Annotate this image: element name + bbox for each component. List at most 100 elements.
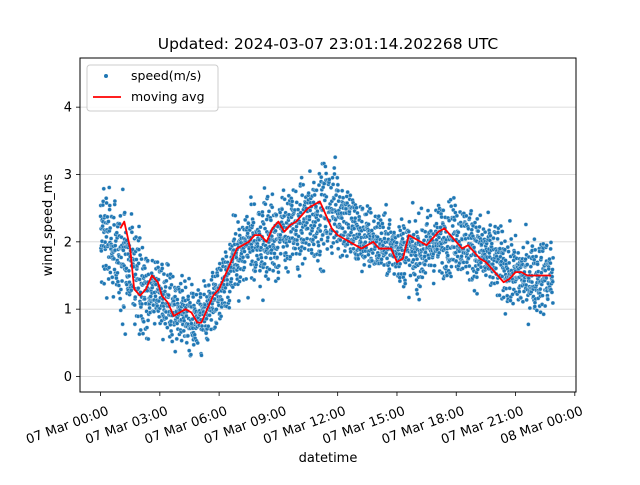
scatter-point	[186, 276, 192, 281]
scatter-point	[206, 283, 211, 288]
scatter-point	[100, 223, 105, 229]
scatter-point	[518, 295, 523, 301]
scatter-point	[411, 232, 416, 237]
scatter-point	[534, 308, 540, 313]
scatter-point	[490, 275, 496, 280]
scatter-point	[342, 248, 347, 254]
scatter-point	[198, 295, 203, 300]
scatter-point	[343, 206, 349, 212]
scatter-point	[285, 269, 291, 275]
scatter-point	[116, 290, 122, 295]
scatter-point	[317, 223, 323, 228]
scatter-point	[444, 273, 450, 278]
scatter-point	[293, 246, 298, 251]
scatter-point	[115, 279, 121, 284]
scatter-point	[344, 200, 350, 206]
scatter-point	[199, 323, 205, 329]
scatter-point	[245, 295, 251, 300]
scatter-point	[244, 276, 249, 282]
scatter-point	[201, 278, 207, 284]
scatter-point	[104, 234, 109, 240]
scatter-point	[164, 315, 169, 321]
scatter-point	[263, 201, 268, 207]
scatter-point	[289, 203, 294, 208]
scatter-point	[120, 187, 125, 192]
scatter-point	[191, 342, 196, 347]
scatter-point	[137, 331, 142, 337]
scatter-point	[346, 225, 351, 230]
scatter-point	[529, 279, 535, 285]
scatter-point	[506, 260, 512, 266]
scatter-point	[375, 234, 380, 240]
scatter-point	[378, 217, 383, 223]
scatter-point	[121, 305, 127, 310]
scatter-point	[196, 287, 201, 293]
scatter-point	[240, 255, 246, 260]
scatter-point	[384, 256, 390, 261]
scatter-point	[509, 236, 514, 242]
scatter-point	[276, 270, 281, 275]
scatter-point	[489, 241, 494, 246]
scatter-point	[144, 325, 150, 330]
scatter-point	[181, 318, 187, 323]
scatter-point	[464, 213, 469, 219]
scatter-point	[270, 205, 275, 210]
scatter-point	[305, 226, 310, 231]
scatter-point	[359, 219, 364, 224]
scatter-point	[316, 217, 321, 223]
scatter-point	[419, 206, 424, 211]
scatter-point	[333, 192, 339, 198]
scatter-point	[539, 255, 544, 260]
scatter-point	[406, 229, 411, 234]
scatter-point	[261, 221, 266, 227]
scatter-point	[118, 255, 124, 260]
scatter-point	[323, 224, 328, 229]
scatter-point	[520, 299, 526, 304]
scatter-point	[319, 237, 324, 242]
scatter-point	[523, 257, 528, 262]
scatter-point	[434, 247, 440, 252]
scatter-point	[209, 317, 214, 323]
scatter-point	[408, 273, 413, 278]
scatter-point	[335, 182, 341, 187]
scatter-point	[431, 268, 437, 274]
scatter-point	[134, 257, 139, 262]
scatter-point	[111, 222, 117, 228]
y-tick-label: 0	[64, 370, 72, 385]
scatter-point	[181, 328, 186, 334]
scatter-point	[319, 175, 324, 180]
scatter-point	[413, 218, 418, 224]
scatter-point	[486, 210, 491, 215]
scatter-point	[111, 215, 116, 220]
scatter-point	[353, 216, 358, 221]
scatter-point	[146, 336, 151, 342]
scatter-point	[142, 296, 147, 302]
scatter-point	[491, 235, 496, 241]
scatter-point	[540, 293, 545, 298]
scatter-point	[545, 297, 550, 302]
scatter-point	[191, 294, 196, 300]
scatter-point	[318, 213, 323, 219]
scatter-point	[532, 237, 537, 242]
scatter-point	[322, 198, 327, 203]
scatter-point	[340, 188, 345, 193]
scatter-point	[112, 267, 117, 272]
scatter-point	[371, 219, 377, 224]
scatter-point	[507, 218, 513, 224]
scatter-point	[273, 228, 278, 234]
scatter-point	[314, 188, 319, 193]
scatter-point	[502, 247, 507, 252]
scatter-point	[262, 226, 268, 231]
scatter-point	[101, 186, 106, 191]
scatter-point	[168, 328, 174, 334]
scatter-point	[363, 240, 368, 245]
scatter-point	[189, 321, 194, 326]
scatter-point	[330, 182, 336, 187]
scatter-point	[281, 244, 286, 250]
scatter-point	[412, 272, 417, 277]
scatter-point	[467, 215, 472, 221]
scatter-point	[344, 253, 350, 259]
scatter-point	[450, 223, 455, 229]
scatter-point	[317, 249, 323, 254]
scatter-point	[448, 274, 454, 279]
